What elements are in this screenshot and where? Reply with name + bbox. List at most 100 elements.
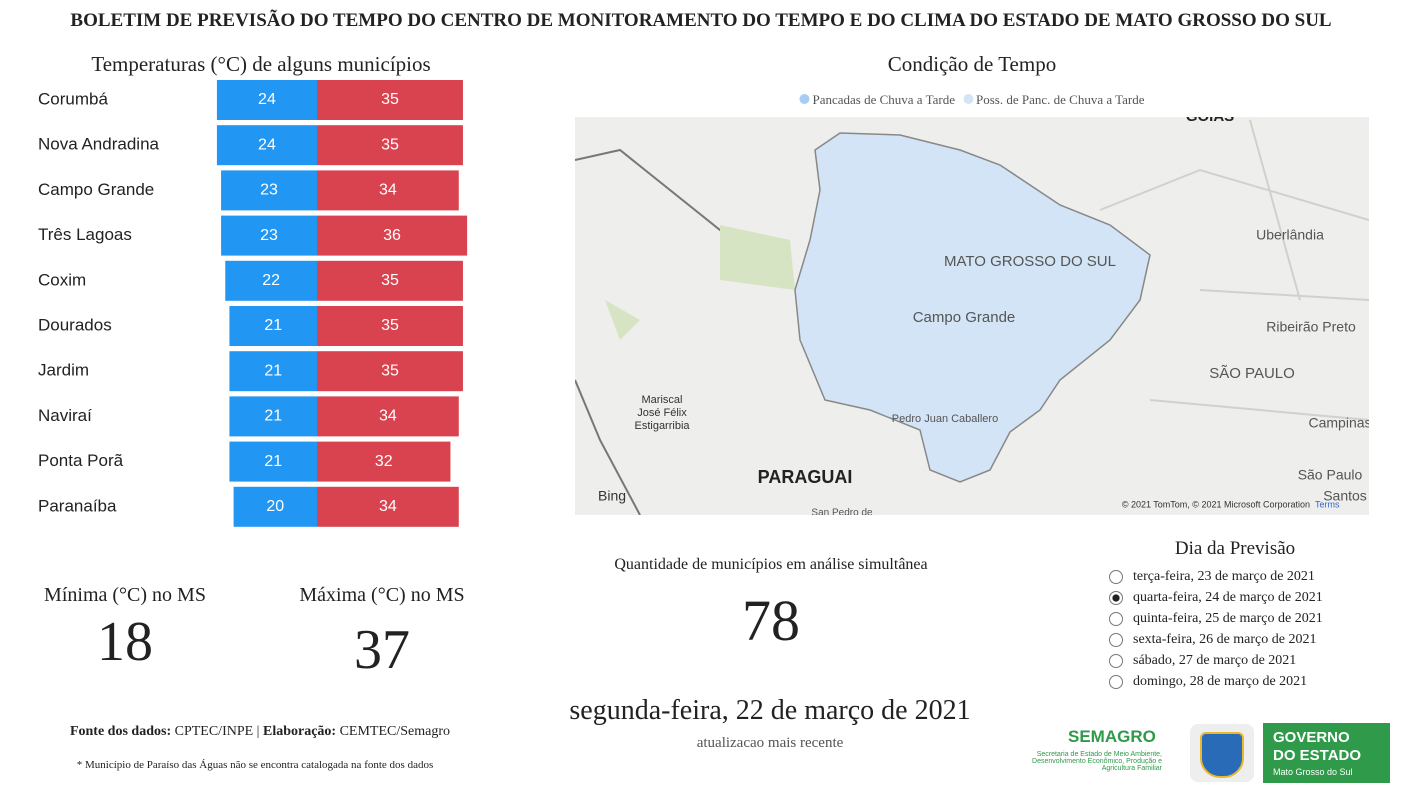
value-label: 32 [375,453,393,470]
bar [221,215,317,256]
bar [229,306,317,346]
value-label: 34 [379,182,397,199]
place-label: Campinas [1308,415,1369,431]
region[interactable] [794,132,1151,483]
chart-title: Temperaturas (°C) de alguns municípios [91,52,431,76]
place-label: Uberlândia [1256,227,1324,243]
kpi-label: Mínima (°C) no MS [44,584,206,606]
gov-text: DO ESTADO [1273,747,1362,764]
legend-label: Pancadas de Chuva a Tarde [812,92,955,107]
radio-label: quinta-feira, 25 de março de 2021 [1133,611,1323,626]
radio-button[interactable] [1109,633,1123,647]
bar [225,260,317,301]
place-label: Ribeirão Preto [1266,319,1356,335]
category-label: Coxim [38,270,86,289]
page-title: BOLETIM DE PREVISÃO DO TEMPO DO CENTRO D… [70,10,1332,31]
radio-button[interactable] [1109,654,1123,668]
place-line: José Félix [637,407,687,419]
value-label: 35 [381,136,399,153]
bar [229,396,317,437]
bar [317,486,459,527]
category-label: Nova Andradina [38,135,160,154]
forecast-title: Dia da Previsão [1174,538,1296,559]
value-label: 34 [379,408,397,425]
map-title: Condição de Tempo [887,52,1057,76]
place-label: PARAGUAI [758,467,853,487]
count-label: Quantidade de municípios em análise simu… [614,556,928,573]
legend-item: Poss. de Panc. de Chuva a Tarde [962,92,1145,107]
category-label: Jardim [38,361,89,380]
value-label: 23 [260,227,278,244]
radio-option[interactable]: sábado, 27 de março de 2021 [1109,653,1296,669]
kpi-value: 18 [97,611,153,673]
value-label: 35 [381,317,399,334]
category-label: Três Lagoas [38,225,132,244]
made: CEMTEC/Semagro [339,724,451,739]
value-label: 21 [264,362,282,379]
place-label: SÃO PAULO [1209,365,1295,382]
place-label: GOIÁS [1186,117,1234,125]
radio-option[interactable]: sexta-feira, 26 de março de 2021 [1109,632,1316,648]
place-label: São Paulo [1298,467,1363,483]
category-label: Campo Grande [38,180,154,199]
place-label: Pedro Juan Caballero [892,413,998,425]
source: CPTEC/INPE | [174,724,260,739]
radio-label: sexta-feira, 26 de março de 2021 [1133,632,1317,647]
category-label: Corumbá [38,89,108,108]
bar [233,486,317,527]
radio-button[interactable] [1109,591,1123,605]
value-label: 35 [381,91,399,108]
map-legend: Pancadas de Chuva a Tarde Poss. de Panc. … [795,92,1148,108]
value-label: 21 [264,453,282,470]
bar [216,80,317,120]
radio-option[interactable]: quarta-feira, 24 de março de 2021 [1109,590,1323,606]
bar [216,125,317,166]
bar [221,170,317,211]
value-label: 24 [258,91,276,108]
radio-option[interactable]: terça-feira, 23 de março de 2021 [1109,569,1315,585]
made-label: Elaboração: [262,724,337,739]
value-label: 34 [379,498,397,515]
note: * Município de Paraíso das Águas não se … [76,759,434,771]
legend-swatch [962,94,973,104]
place-label: Mariscal José Félix Estigarribia [634,394,690,432]
source-label: Fonte dos dados: [69,724,172,739]
radio-label: quarta-feira, 24 de março de 2021 [1133,590,1323,605]
gov-logo: GOVERNO DO ESTADO Mato Grosso do Sul [1263,723,1390,783]
park [605,225,795,340]
bar [229,351,317,392]
legend-item: Pancadas de Chuva a Tarde [799,92,955,107]
category-label: Dourados [38,315,112,334]
category-label: Paranaíba [38,496,117,515]
bar [317,80,463,120]
place-label: MATO GROSSO DO SUL [944,253,1116,270]
logo-text: SEMAGRO [1068,727,1156,746]
radio-button[interactable] [1109,675,1123,689]
radio-label: terça-feira, 23 de março de 2021 [1133,569,1315,584]
coat-of-arms [1190,724,1254,782]
radio-option[interactable]: quinta-feira, 25 de março de 2021 [1109,611,1323,627]
value-label: 35 [381,362,399,379]
place-label: San Pedro de [811,508,873,515]
map-attribution: © 2021 TomTom, © 2021 Microsoft Corporat… [1122,499,1310,509]
place-label: Santos [1323,488,1367,504]
map-terms[interactable]: Terms [1315,499,1340,509]
radio-option[interactable]: domingo, 28 de março de 2021 [1109,674,1307,690]
map[interactable]: GOIÁS MATO GROSSO DO SUL Campo Grande Uberl… [575,117,1369,515]
count-value: 78 [742,588,800,653]
radio-button[interactable] [1109,612,1123,626]
radio-label: sábado, 27 de março de 2021 [1133,653,1297,668]
place-label: Campo Grande [913,309,1016,326]
chart: Corumbá 24 35 Nova Andradina 24 35 Campo Grand… [38,80,468,527]
bar [317,170,459,211]
shield [1200,732,1244,778]
logo-subtext: Secretaria de Estado de Meio Ambiente, D… [1032,751,1162,772]
bar [317,441,451,482]
update-date: segunda-feira, 22 de março de 2021 [569,695,971,726]
gov-text: GOVERNO [1273,729,1350,746]
value-label: 36 [383,227,401,244]
value-label: 20 [266,498,284,515]
category-label: Ponta Porã [38,451,124,470]
radio-button[interactable] [1109,570,1123,584]
